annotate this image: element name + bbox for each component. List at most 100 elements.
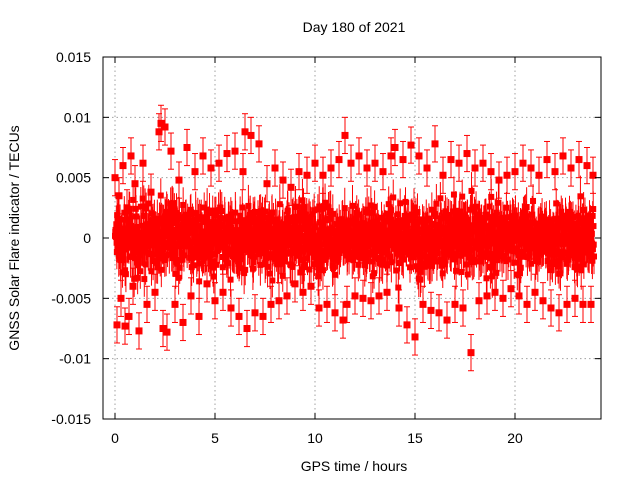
noise-point xyxy=(438,215,445,222)
noise-point xyxy=(527,223,534,230)
noise-point xyxy=(198,214,205,221)
data-point-8 xyxy=(127,152,135,160)
noise-point xyxy=(364,206,371,213)
noise-point xyxy=(532,253,539,260)
data-point-0 xyxy=(111,174,119,182)
noise-point xyxy=(172,219,179,226)
noise-point xyxy=(412,250,419,257)
noise-point xyxy=(229,227,236,234)
noise-point xyxy=(131,275,138,282)
noise-point xyxy=(413,263,420,270)
noise-point xyxy=(138,232,145,239)
data-point-126 xyxy=(579,300,587,308)
noise-point xyxy=(250,253,257,260)
noise-point xyxy=(150,229,157,236)
noise-point xyxy=(494,217,501,224)
noise-point xyxy=(334,221,341,228)
noise-point xyxy=(160,246,167,253)
noise-point xyxy=(210,273,217,280)
noise-point xyxy=(269,209,276,216)
noise-point xyxy=(489,273,496,280)
noise-point xyxy=(279,272,286,279)
noise-point xyxy=(577,193,584,200)
noise-point xyxy=(134,223,141,230)
data-point-115 xyxy=(535,171,543,179)
noise-point xyxy=(236,261,243,268)
noise-point xyxy=(320,205,327,212)
noise-point xyxy=(206,209,213,216)
noise-point xyxy=(130,196,137,203)
data-point-128 xyxy=(587,300,595,308)
data-point-129 xyxy=(589,171,597,179)
noise-point xyxy=(171,206,178,213)
noise-point xyxy=(422,253,429,260)
noise-point xyxy=(446,244,453,251)
noise-point xyxy=(173,256,180,263)
noise-point xyxy=(476,215,483,222)
noise-point xyxy=(122,271,129,278)
noise-point xyxy=(247,212,254,219)
noise-point xyxy=(296,209,303,216)
data-point-109 xyxy=(511,168,519,176)
noise-point xyxy=(387,211,394,218)
data-point-1 xyxy=(113,321,121,329)
noise-point xyxy=(158,266,165,273)
data-point-56 xyxy=(303,171,311,179)
y-tick-label-5: 0.01 xyxy=(64,109,91,125)
noise-point xyxy=(227,218,234,225)
noise-point xyxy=(281,224,288,231)
noise-point xyxy=(135,257,142,264)
noise-point xyxy=(393,267,400,274)
noise-point xyxy=(471,208,478,215)
noise-point xyxy=(169,255,176,262)
y-tick-label-3: 0 xyxy=(83,230,91,246)
noise-point xyxy=(257,261,264,268)
noise-point xyxy=(352,243,359,250)
data-point-102 xyxy=(483,292,491,300)
noise-point xyxy=(355,261,362,268)
noise-point xyxy=(565,234,572,241)
noise-point xyxy=(319,219,326,226)
noise-point xyxy=(306,266,313,273)
noise-point xyxy=(451,220,458,227)
noise-point xyxy=(258,250,265,257)
y-tick-label-1: -0.01 xyxy=(59,351,91,367)
noise-point xyxy=(362,226,369,233)
noise-point xyxy=(511,259,518,266)
noise-point xyxy=(282,258,289,265)
data-point-103 xyxy=(487,168,495,176)
data-point-73 xyxy=(367,297,375,305)
data-point-44 xyxy=(255,140,263,148)
noise-point xyxy=(407,264,414,271)
data-point-91 xyxy=(439,171,447,179)
y-tick-label-4: 0.005 xyxy=(56,170,91,186)
noise-point xyxy=(341,205,348,212)
noise-point xyxy=(118,225,125,232)
noise-point xyxy=(512,212,519,219)
noise-point xyxy=(114,212,121,219)
noise-point xyxy=(388,259,395,266)
noise-point xyxy=(369,240,376,247)
data-point-65 xyxy=(339,316,347,324)
noise-point xyxy=(534,257,541,264)
data-point-15 xyxy=(151,288,159,296)
data-point-37 xyxy=(231,147,239,155)
noise-point xyxy=(172,229,179,236)
noise-point xyxy=(530,244,537,251)
x-tick-label-0: 0 xyxy=(111,430,119,446)
noise-point xyxy=(157,192,164,199)
noise-point xyxy=(578,267,585,274)
noise-point xyxy=(502,230,509,237)
data-point-92 xyxy=(443,316,451,324)
noise-point xyxy=(292,203,299,210)
data-point-123 xyxy=(567,164,575,172)
data-point-74 xyxy=(371,159,379,167)
noise-point xyxy=(478,258,485,265)
data-point-99 xyxy=(471,164,479,172)
noise-point xyxy=(264,263,271,270)
noise-point xyxy=(490,259,497,266)
data-point-31 xyxy=(207,164,215,172)
data-point-122 xyxy=(563,300,571,308)
noise-point xyxy=(389,224,396,231)
